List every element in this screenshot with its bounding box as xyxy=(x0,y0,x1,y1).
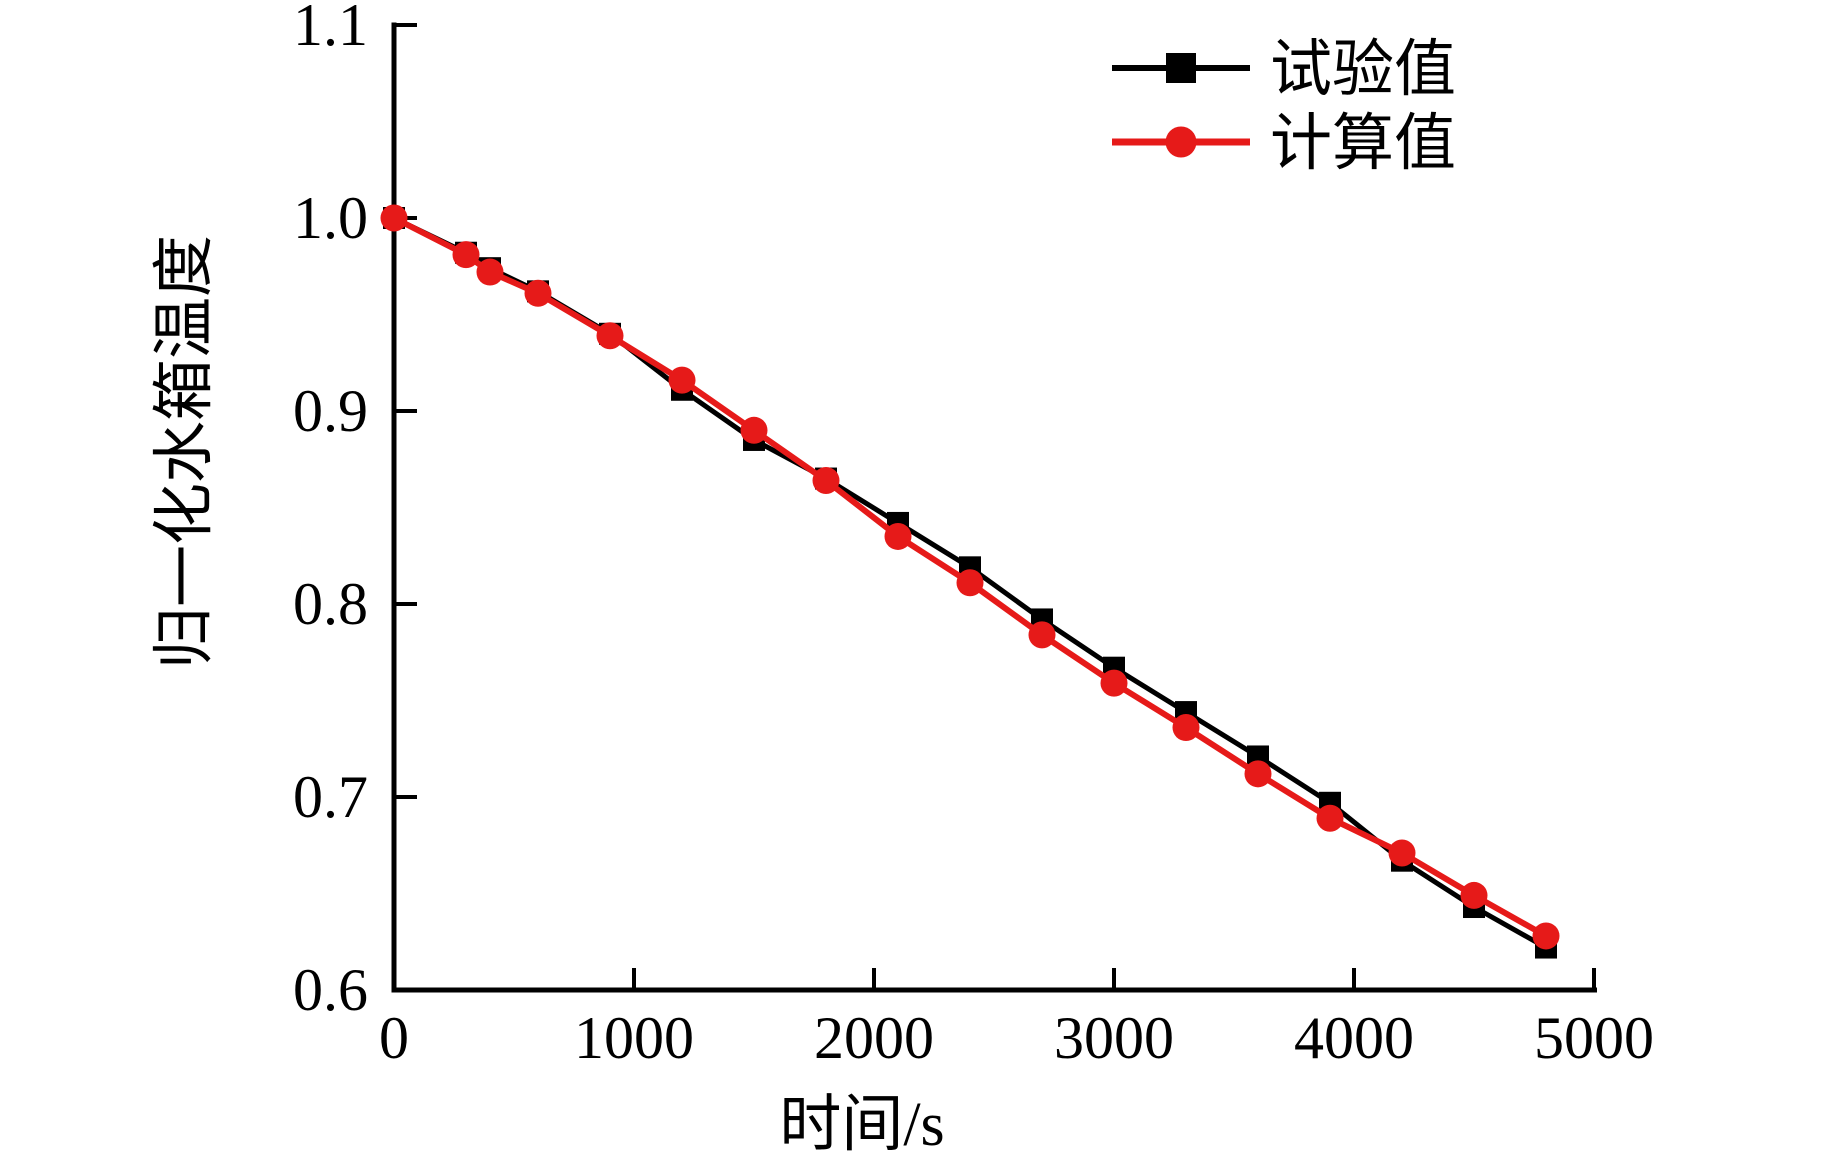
circle-marker xyxy=(1172,714,1200,742)
x-axis-title: 时间/s xyxy=(779,1091,944,1159)
x-tick-label: 1000 xyxy=(574,1005,694,1071)
y-tick-label: 0.6 xyxy=(293,957,368,1023)
circle-marker xyxy=(740,416,768,444)
x-tick-label: 2000 xyxy=(814,1005,934,1071)
axis-spines xyxy=(391,22,1597,993)
circle-marker xyxy=(596,322,624,350)
axes xyxy=(391,22,1597,993)
x-tick-label: 4000 xyxy=(1294,1005,1414,1071)
y-tick-label: 0.8 xyxy=(293,571,368,637)
data-series xyxy=(380,204,1560,959)
circle-marker xyxy=(884,522,912,550)
circle-marker xyxy=(1316,804,1344,832)
circle-marker xyxy=(956,569,984,597)
circle-marker xyxy=(668,366,696,394)
legend-label-experimental: 试验值 xyxy=(1270,36,1456,104)
x-tick-label: 3000 xyxy=(1054,1005,1174,1071)
x-tick-label: 5000 xyxy=(1534,1005,1654,1071)
series-calculated xyxy=(380,204,1560,950)
circle-marker xyxy=(1244,760,1272,788)
legend: 试验值 计算值 xyxy=(1112,36,1456,178)
y-axis-title: 归一化水箱温度 xyxy=(151,235,219,669)
circle-marker xyxy=(524,279,552,307)
x-tick-label: 0 xyxy=(379,1005,409,1071)
circle-marker xyxy=(380,204,408,232)
tick-labels: 0 1000 2000 3000 4000 5000 0.6 0.7 0.8 0.9 1.0 1.1 xyxy=(293,0,1654,1071)
legend-square-marker xyxy=(1166,53,1196,83)
circle-marker xyxy=(1388,839,1416,867)
circle-marker xyxy=(1460,881,1488,909)
y-tick-label: 1.1 xyxy=(293,0,368,58)
circle-marker xyxy=(476,258,504,286)
circle-marker xyxy=(1100,669,1128,697)
legend-circle-marker xyxy=(1165,126,1197,158)
circle-marker xyxy=(812,466,840,494)
circle-marker xyxy=(452,241,480,269)
y-tick-label: 0.9 xyxy=(293,378,368,444)
circle-marker xyxy=(1532,922,1560,950)
circle-marker xyxy=(1028,621,1056,649)
y-tick-label: 0.7 xyxy=(293,764,368,830)
y-tick-label: 1.0 xyxy=(293,185,368,251)
legend-label-calculated: 计算值 xyxy=(1270,110,1456,178)
